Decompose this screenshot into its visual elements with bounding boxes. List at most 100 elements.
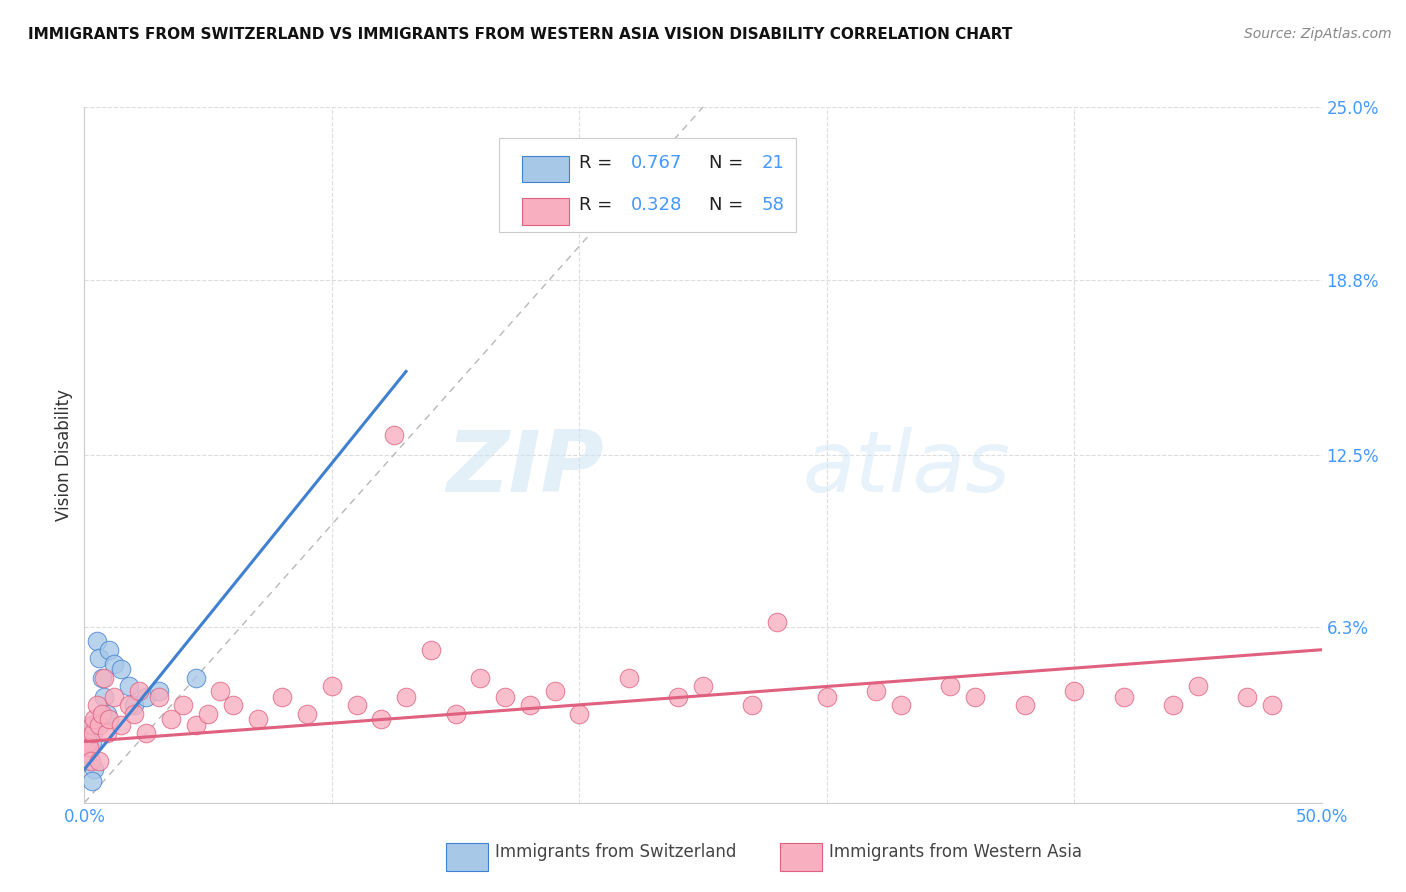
Point: [1014, 698, 1036, 713]
Point: [77, 734, 100, 748]
Text: 0.767: 0.767: [631, 153, 682, 171]
Point: [96, 706, 118, 721]
Point: [80, 718, 103, 732]
Point: [939, 679, 962, 693]
Point: [321, 679, 343, 693]
Point: [295, 706, 318, 721]
Text: R =: R =: [579, 196, 619, 214]
Text: IMMIGRANTS FROM SWITZERLAND VS IMMIGRANTS FROM WESTERN ASIA VISION DISABILITY CO: IMMIGRANTS FROM SWITZERLAND VS IMMIGRANT…: [28, 27, 1012, 42]
Point: [965, 690, 987, 704]
Point: [148, 690, 170, 704]
Point: [470, 671, 492, 685]
Point: [135, 726, 157, 740]
Point: [184, 718, 207, 732]
Point: [543, 684, 565, 698]
FancyBboxPatch shape: [523, 156, 569, 182]
Text: Source: ZipAtlas.com: Source: ZipAtlas.com: [1244, 27, 1392, 41]
Point: [382, 428, 405, 442]
Point: [82, 726, 104, 740]
Point: [568, 706, 591, 721]
Point: [1161, 698, 1184, 713]
Text: R =: R =: [579, 153, 619, 171]
Point: [1236, 690, 1258, 704]
FancyBboxPatch shape: [780, 843, 821, 871]
Text: Immigrants from Switzerland: Immigrants from Switzerland: [495, 843, 737, 861]
Point: [209, 684, 232, 698]
Point: [79, 754, 101, 768]
Y-axis label: Vision Disability: Vision Disability: [55, 389, 73, 521]
Point: [1063, 684, 1085, 698]
Point: [118, 698, 141, 713]
Point: [98, 642, 121, 657]
Text: 21: 21: [761, 153, 785, 171]
Point: [741, 698, 763, 713]
Point: [1112, 690, 1135, 704]
Point: [172, 698, 194, 713]
Point: [122, 706, 145, 721]
Point: [86, 698, 108, 713]
Point: [890, 698, 912, 713]
Point: [766, 615, 789, 629]
Point: [90, 671, 112, 685]
Point: [617, 671, 640, 685]
Point: [89, 651, 111, 665]
Point: [98, 712, 121, 726]
Point: [83, 712, 105, 726]
Point: [82, 718, 104, 732]
Point: [103, 657, 125, 671]
FancyBboxPatch shape: [499, 138, 796, 232]
Point: [271, 690, 294, 704]
Point: [79, 746, 101, 760]
Point: [519, 698, 541, 713]
Point: [395, 690, 418, 704]
Point: [110, 718, 132, 732]
Point: [77, 754, 100, 768]
Point: [160, 712, 183, 726]
FancyBboxPatch shape: [446, 843, 488, 871]
Point: [370, 712, 392, 726]
Point: [93, 690, 115, 704]
Point: [666, 690, 689, 704]
Text: N =: N =: [709, 153, 749, 171]
Point: [96, 726, 118, 740]
Point: [1187, 679, 1209, 693]
Text: atlas: atlas: [801, 427, 1010, 510]
Point: [184, 671, 207, 685]
Point: [444, 706, 467, 721]
Point: [135, 690, 157, 704]
Point: [76, 740, 98, 755]
Text: 58: 58: [761, 196, 785, 214]
Point: [90, 706, 112, 721]
Text: 0.328: 0.328: [631, 196, 682, 214]
Point: [89, 718, 111, 732]
Point: [494, 690, 516, 704]
Point: [122, 698, 145, 713]
Point: [128, 684, 150, 698]
FancyBboxPatch shape: [523, 198, 569, 225]
Point: [110, 662, 132, 676]
Point: [93, 671, 115, 685]
Point: [346, 698, 368, 713]
Point: [419, 642, 441, 657]
Point: [246, 712, 269, 726]
Text: N =: N =: [709, 196, 749, 214]
Point: [83, 763, 105, 777]
Point: [80, 734, 103, 748]
Point: [76, 746, 98, 760]
Point: [815, 690, 838, 704]
Point: [89, 754, 111, 768]
Point: [79, 726, 101, 740]
Point: [79, 740, 101, 755]
Point: [148, 684, 170, 698]
Point: [865, 684, 887, 698]
Point: [222, 698, 245, 713]
Point: [80, 773, 103, 788]
Point: [692, 679, 714, 693]
Text: ZIP: ZIP: [446, 427, 605, 510]
Point: [118, 679, 141, 693]
Point: [197, 706, 219, 721]
Point: [1261, 698, 1284, 713]
Point: [103, 690, 125, 704]
Point: [86, 634, 108, 648]
Text: Immigrants from Western Asia: Immigrants from Western Asia: [830, 843, 1083, 861]
